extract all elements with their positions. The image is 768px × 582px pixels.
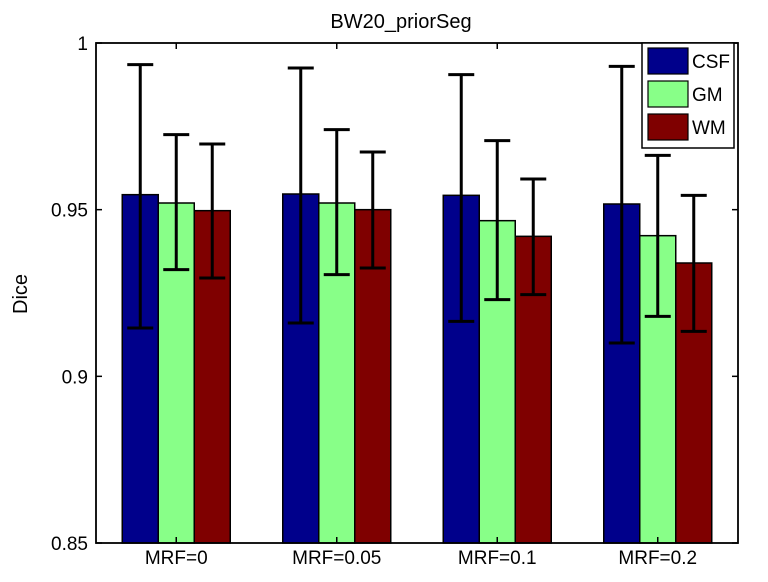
errorbars-layer xyxy=(127,63,707,345)
y-tick-label: 1 xyxy=(77,34,88,55)
plot-frame xyxy=(95,42,739,544)
legend-swatch-wm xyxy=(647,113,689,141)
x-tick-label: MRF=0 xyxy=(145,548,208,569)
error-bar-gm-1 xyxy=(163,133,190,272)
error-bar-wm-4 xyxy=(680,193,707,333)
error-bar-wm-1 xyxy=(199,142,226,280)
bars-layer xyxy=(121,193,713,544)
error-bar-csf-3 xyxy=(448,73,475,323)
error-bar-csf-4 xyxy=(608,64,635,345)
error-bar-wm-2 xyxy=(359,150,386,270)
error-bar-csf-2 xyxy=(287,66,314,325)
legend-label-wm: WM xyxy=(692,118,726,139)
error-bar-gm-3 xyxy=(484,139,511,302)
legend-swatch-gm xyxy=(647,80,689,108)
y-tick-label: 0.9 xyxy=(62,367,88,388)
y-tick-label: 0.95 xyxy=(51,201,88,222)
x-tick-label: MRF=0.1 xyxy=(458,548,537,569)
ticks-layer: MRF=0 MRF=0.05 MRF=0.1 MRF=0.2 0.85 0.9 0.95 1 xyxy=(51,34,738,569)
error-bar-wm-3 xyxy=(520,177,547,297)
error-bar-gm-4 xyxy=(644,153,671,318)
error-bar-csf-1 xyxy=(127,63,154,330)
x-tick-label: MRF=0.2 xyxy=(618,548,697,569)
error-bar-gm-2 xyxy=(323,128,350,277)
legend-label-csf: CSF xyxy=(692,52,730,73)
legend-swatch-csf xyxy=(647,47,689,75)
chart-title: BW20_priorSeg xyxy=(330,11,471,33)
y-tick-label: 0.85 xyxy=(51,534,88,555)
y-axis-label: Dice xyxy=(10,274,32,314)
x-tick-label: MRF=0.05 xyxy=(292,548,381,569)
legend-label-gm: GM xyxy=(692,85,723,106)
legend: CSF GM WM xyxy=(641,42,735,149)
axes-layer xyxy=(95,42,739,544)
